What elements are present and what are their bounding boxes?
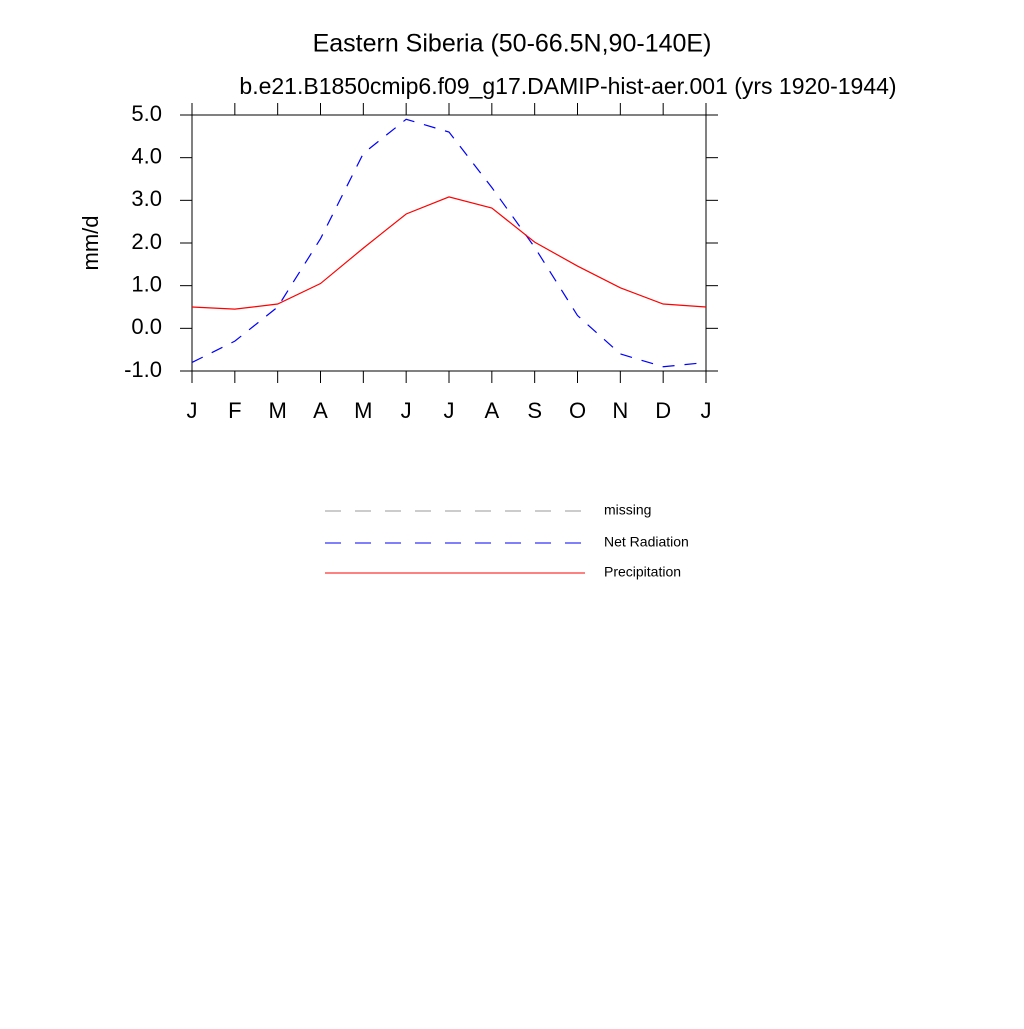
x-tick-label: J [401,398,412,423]
y-axis-label: mm/d [78,216,103,271]
x-tick-label: N [612,398,628,423]
y-tick-label: 4.0 [131,143,162,168]
x-tick-label: O [569,398,586,423]
y-tick-label: 2.0 [131,229,162,254]
x-tick-label: F [228,398,241,423]
x-tick-label: M [269,398,287,423]
y-tick-label: 5.0 [131,101,162,126]
chart-subtitle: b.e21.B1850cmip6.f09_g17.DAMIP-hist-aer.… [239,73,896,99]
y-tick-label: 1.0 [131,271,162,296]
y-tick-label: -1.0 [124,357,162,382]
series-line [191,118,707,368]
x-tick-label: J [187,398,198,423]
plot-frame [191,114,707,372]
x-tick-label: D [655,398,671,423]
y-tick-label: 3.0 [131,186,162,211]
x-tick-label: J [701,398,712,423]
x-tick-label: M [354,398,372,423]
legend-label: Precipitation [604,564,681,580]
x-tick-label: A [313,398,328,423]
legend-label: Net Radiation [604,534,689,550]
y-tick-label: 0.0 [131,314,162,339]
x-tick-label: S [527,398,542,423]
series-line [191,196,707,310]
legend-label: missing [604,502,651,518]
x-tick-label: A [484,398,499,423]
chart-title: Eastern Siberia (50-66.5N,90-140E) [313,30,712,58]
x-tick-label: J [444,398,455,423]
